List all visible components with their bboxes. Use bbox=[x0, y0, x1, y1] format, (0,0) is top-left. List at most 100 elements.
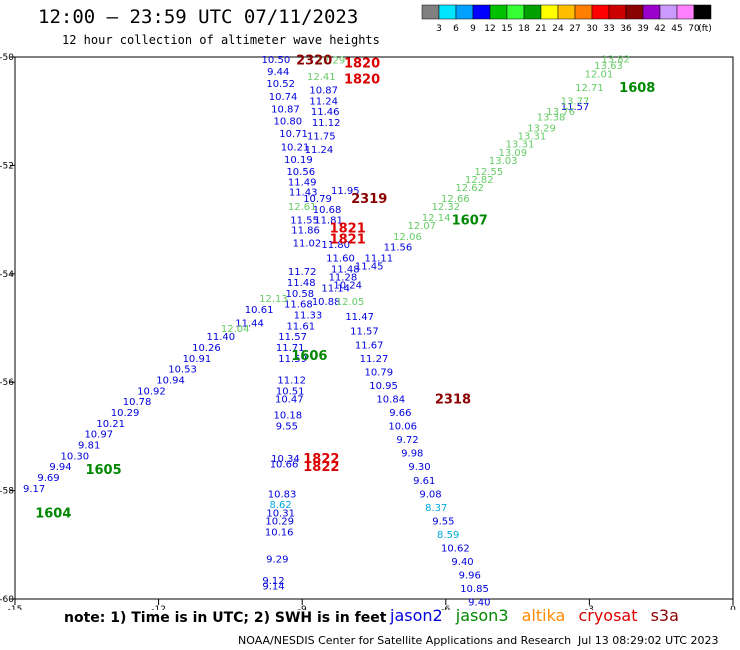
wave-height-point: 9.44 bbox=[267, 67, 289, 78]
wave-height-point: 10.51 bbox=[276, 386, 305, 397]
satellite-legend: jason2 jason3 altika cryosat s3a bbox=[390, 606, 687, 625]
footer-timestamp: Jul 13 08:29:02 UTC 2023 bbox=[578, 634, 719, 647]
x-tick-label: -9 bbox=[298, 605, 307, 610]
pass-time-label: 2318 bbox=[435, 392, 471, 407]
wave-height-point: 11.95 bbox=[331, 186, 360, 197]
wave-height-point: 12.06 bbox=[393, 232, 422, 243]
wave-height-point: 13.82 bbox=[601, 55, 630, 66]
wave-height-point: 11.12 bbox=[277, 375, 306, 386]
wave-height-point: 12.71 bbox=[575, 83, 604, 94]
wave-height-point: 11.60 bbox=[326, 254, 355, 265]
wave-height-point: 11.49 bbox=[288, 178, 317, 189]
wave-height-point: 12.14 bbox=[422, 213, 451, 224]
pass-time-label: 1821 bbox=[330, 222, 366, 237]
wave-height-point: 9.55 bbox=[432, 516, 454, 527]
wave-height-point: 12.62 bbox=[455, 183, 484, 194]
wave-height-point: 11.68 bbox=[284, 300, 313, 311]
wave-height-point: 10.79 bbox=[303, 194, 332, 205]
wave-height-point: 10.66 bbox=[270, 460, 299, 471]
wave-height-point: 12.66 bbox=[441, 194, 470, 205]
wave-height-point: 9.17 bbox=[23, 484, 45, 495]
wave-height-point: 10.68 bbox=[313, 205, 342, 216]
x-tick-label: -6 bbox=[441, 605, 450, 610]
legend-jason2: jason2 bbox=[390, 606, 443, 625]
colorbar-label: 42 bbox=[654, 24, 665, 34]
wave-height-point: 10.34 bbox=[271, 454, 300, 465]
wave-height-point: 13.31 bbox=[506, 140, 535, 151]
wave-height-point: 11.61 bbox=[286, 321, 315, 332]
wave-height-point: 10.21 bbox=[281, 142, 310, 153]
wave-height-point: 10.71 bbox=[279, 129, 308, 140]
wave-height-point: 9.72 bbox=[396, 435, 418, 446]
wave-height-point: 10.52 bbox=[266, 79, 295, 90]
wave-height-point: 11.57 bbox=[561, 102, 590, 113]
legend-cryosat: cryosat bbox=[578, 606, 638, 625]
x-tick-label: -15 bbox=[8, 605, 23, 610]
wave-height-point: 10.06 bbox=[388, 422, 417, 433]
colorbar-label: 3 bbox=[436, 24, 442, 34]
colorbar-label: 70 bbox=[688, 24, 700, 34]
wave-height-point: 9.61 bbox=[413, 476, 435, 487]
wave-height-point: 12.13 bbox=[259, 294, 288, 305]
wave-height-point: 11.80 bbox=[321, 240, 350, 251]
y-tick-label: -58 bbox=[0, 487, 14, 497]
colorbar-label: 12 bbox=[484, 24, 495, 34]
wave-height-point: 10.78 bbox=[123, 397, 152, 408]
wave-height-point: 11.81 bbox=[314, 216, 343, 227]
wave-height-point: 10.62 bbox=[441, 544, 470, 555]
wave-height-point: 11.57 bbox=[350, 327, 379, 338]
colorbar-label: 24 bbox=[552, 24, 564, 34]
wave-height-point: 10.91 bbox=[183, 354, 212, 365]
pass-time-label: 1607 bbox=[452, 214, 488, 229]
colorbar-swatch bbox=[693, 4, 712, 20]
wave-height-point: 10.31 bbox=[266, 508, 295, 519]
wave-height-point: 10.50 bbox=[262, 55, 291, 66]
wave-height-point: 9.29 bbox=[266, 554, 288, 565]
wave-height-point: 10.53 bbox=[168, 365, 197, 376]
colorbar-label: 27 bbox=[569, 24, 580, 34]
legend-jason3: jason3 bbox=[455, 606, 509, 625]
wave-height-point: 12.32 bbox=[431, 202, 460, 213]
wave-height-point: 10.16 bbox=[265, 527, 294, 538]
colorbar: 3 6 9 12 15 18 21 24 27 30 33 36 39 42 45 70(ft) bbox=[421, 4, 712, 34]
wave-height-point: 11.56 bbox=[384, 243, 413, 254]
wave-height-point: 12.82 bbox=[465, 175, 494, 186]
wave-height-point: 11.24 bbox=[305, 145, 334, 156]
wave-height-point: 10.88 bbox=[312, 297, 341, 308]
pass-time-label: 1820 bbox=[344, 56, 380, 71]
footer-note: note: 1) Time is in UTC; 2) SWH is in fe… bbox=[64, 610, 387, 626]
colorbar-unit: (ft) bbox=[698, 24, 712, 34]
x-tick-label: 0 bbox=[730, 605, 736, 610]
wave-height-point: 11.71 bbox=[276, 343, 305, 354]
wave-height-point: 10.87 bbox=[271, 104, 300, 115]
wave-height-point: 10.94 bbox=[156, 375, 185, 386]
colorbar-label: 21 bbox=[535, 24, 546, 34]
y-tick-label: -52 bbox=[0, 161, 14, 171]
wave-height-point: 10.21 bbox=[96, 419, 125, 430]
wave-height-point: 10.84 bbox=[376, 394, 405, 405]
pass-time-label: 1608 bbox=[619, 81, 655, 96]
wave-height-point: 10.29 bbox=[265, 516, 294, 527]
colorbar-label: 39 bbox=[637, 24, 649, 34]
wave-height-point: 9.14 bbox=[262, 581, 284, 592]
y-tick-label: -56 bbox=[0, 378, 14, 388]
pass-time-label: 2320 bbox=[296, 54, 332, 69]
wave-height-point: 11.48 bbox=[287, 278, 316, 289]
wave-height-point: 9.08 bbox=[419, 489, 441, 500]
wave-height-point: 13.63 bbox=[594, 61, 623, 72]
wave-height-point: 10.47 bbox=[275, 394, 304, 405]
colorbar-label: 18 bbox=[518, 24, 530, 34]
wave-height-point: 11.67 bbox=[355, 340, 384, 351]
page-title: 12:00 – 23:59 UTC 07/11/2023 bbox=[38, 6, 359, 28]
wave-height-point: 8.37 bbox=[425, 503, 447, 514]
wave-height-point: 10.58 bbox=[285, 289, 314, 300]
wave-height-point: 12.01 bbox=[585, 69, 614, 80]
wave-height-point: 11.14 bbox=[321, 283, 350, 294]
wave-height-chart: -15 -12 -9 -6 -3 0 -50 -52 -54 -56 -58 -60 10.509.44… bbox=[0, 53, 736, 610]
wave-height-point: 9.98 bbox=[401, 449, 423, 460]
wave-height-point: 11.75 bbox=[307, 132, 336, 143]
wave-height-point: 9.40 bbox=[468, 598, 490, 609]
wave-height-point: 11.59 bbox=[278, 354, 307, 365]
wave-height-point: 10.30 bbox=[61, 451, 90, 462]
colorbar-label: 45 bbox=[671, 24, 682, 34]
